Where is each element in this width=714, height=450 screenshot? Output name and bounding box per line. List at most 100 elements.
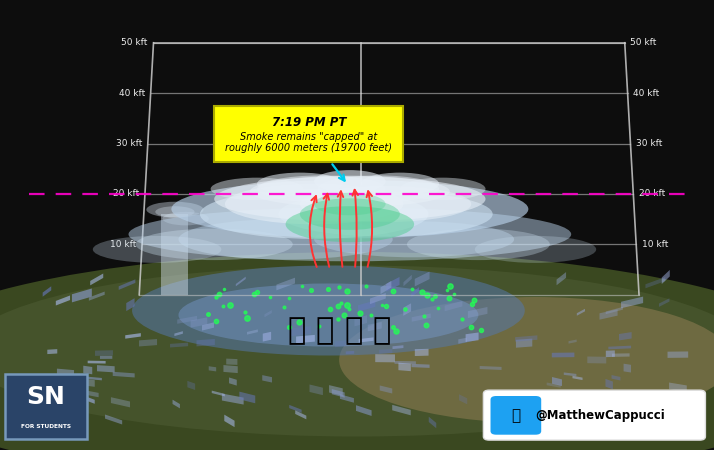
Polygon shape xyxy=(623,364,631,373)
Polygon shape xyxy=(506,400,517,410)
Ellipse shape xyxy=(475,236,596,263)
Polygon shape xyxy=(66,380,74,388)
Polygon shape xyxy=(659,298,670,307)
Polygon shape xyxy=(222,394,243,405)
Polygon shape xyxy=(61,377,76,383)
Polygon shape xyxy=(340,394,354,403)
Polygon shape xyxy=(89,292,105,301)
Polygon shape xyxy=(43,286,51,297)
Text: @MatthewCappucci: @MatthewCappucci xyxy=(535,409,665,422)
Polygon shape xyxy=(379,349,392,354)
Text: 40 kft: 40 kft xyxy=(633,89,660,98)
Text: 🔥: 🔥 xyxy=(344,316,363,345)
Polygon shape xyxy=(552,352,574,357)
Ellipse shape xyxy=(129,207,571,261)
Polygon shape xyxy=(187,381,195,390)
Polygon shape xyxy=(262,375,272,382)
FancyBboxPatch shape xyxy=(214,106,403,162)
Polygon shape xyxy=(547,382,560,388)
Polygon shape xyxy=(263,332,271,342)
Polygon shape xyxy=(605,351,615,357)
Ellipse shape xyxy=(146,202,203,217)
Polygon shape xyxy=(105,414,122,424)
Polygon shape xyxy=(568,339,577,344)
Polygon shape xyxy=(202,322,214,331)
FancyBboxPatch shape xyxy=(5,374,87,439)
Polygon shape xyxy=(126,298,134,311)
Ellipse shape xyxy=(132,266,525,356)
Polygon shape xyxy=(552,377,562,386)
Polygon shape xyxy=(47,349,57,354)
Polygon shape xyxy=(415,349,428,356)
Polygon shape xyxy=(411,287,419,297)
Polygon shape xyxy=(466,333,478,342)
Polygon shape xyxy=(191,317,207,328)
Polygon shape xyxy=(662,270,670,284)
Polygon shape xyxy=(411,364,430,368)
Polygon shape xyxy=(223,365,238,373)
Ellipse shape xyxy=(257,173,343,195)
Ellipse shape xyxy=(156,206,194,217)
Polygon shape xyxy=(224,414,235,427)
Text: FOR STUDENTS: FOR STUDENTS xyxy=(21,424,71,429)
Ellipse shape xyxy=(314,170,386,193)
Polygon shape xyxy=(111,397,130,407)
Ellipse shape xyxy=(93,236,221,263)
Polygon shape xyxy=(125,333,141,339)
Text: 20 kft: 20 kft xyxy=(639,189,665,198)
Polygon shape xyxy=(56,296,70,306)
Ellipse shape xyxy=(361,173,439,195)
Polygon shape xyxy=(668,351,688,358)
Ellipse shape xyxy=(300,186,471,222)
Ellipse shape xyxy=(250,176,450,207)
Polygon shape xyxy=(296,335,315,343)
Polygon shape xyxy=(289,405,301,413)
Polygon shape xyxy=(458,338,467,344)
Polygon shape xyxy=(57,369,74,376)
Polygon shape xyxy=(208,366,216,371)
Polygon shape xyxy=(486,396,494,408)
Ellipse shape xyxy=(200,189,428,239)
Polygon shape xyxy=(393,345,403,349)
Text: 40 kft: 40 kft xyxy=(119,89,145,98)
Polygon shape xyxy=(611,375,620,381)
Polygon shape xyxy=(229,378,237,386)
Polygon shape xyxy=(113,372,135,378)
Polygon shape xyxy=(335,340,346,347)
Ellipse shape xyxy=(278,192,493,237)
Text: 7:19 PM PT: 7:19 PM PT xyxy=(271,116,346,129)
Bar xyxy=(161,214,188,295)
Polygon shape xyxy=(84,396,95,404)
Polygon shape xyxy=(403,303,411,316)
Polygon shape xyxy=(380,386,392,393)
Polygon shape xyxy=(605,379,613,389)
Ellipse shape xyxy=(171,180,528,238)
Polygon shape xyxy=(577,309,585,316)
Polygon shape xyxy=(628,408,638,416)
Polygon shape xyxy=(398,363,411,371)
Polygon shape xyxy=(173,400,180,408)
Polygon shape xyxy=(368,322,382,331)
Ellipse shape xyxy=(136,229,293,260)
Polygon shape xyxy=(75,378,95,387)
Polygon shape xyxy=(603,390,615,400)
Polygon shape xyxy=(177,316,197,324)
Polygon shape xyxy=(412,313,431,322)
Polygon shape xyxy=(459,394,467,404)
Polygon shape xyxy=(621,297,643,308)
Text: 30 kft: 30 kft xyxy=(116,139,142,148)
Polygon shape xyxy=(608,346,631,349)
Ellipse shape xyxy=(178,219,393,260)
Polygon shape xyxy=(376,354,395,362)
Polygon shape xyxy=(81,390,99,397)
Polygon shape xyxy=(612,353,630,357)
FancyBboxPatch shape xyxy=(491,396,541,435)
Text: 🔥: 🔥 xyxy=(373,316,391,345)
Polygon shape xyxy=(81,376,102,380)
Polygon shape xyxy=(619,332,632,341)
Polygon shape xyxy=(84,366,92,374)
Polygon shape xyxy=(480,366,501,370)
Text: 🔥: 🔥 xyxy=(287,316,306,345)
Polygon shape xyxy=(88,360,106,364)
Ellipse shape xyxy=(0,266,714,436)
